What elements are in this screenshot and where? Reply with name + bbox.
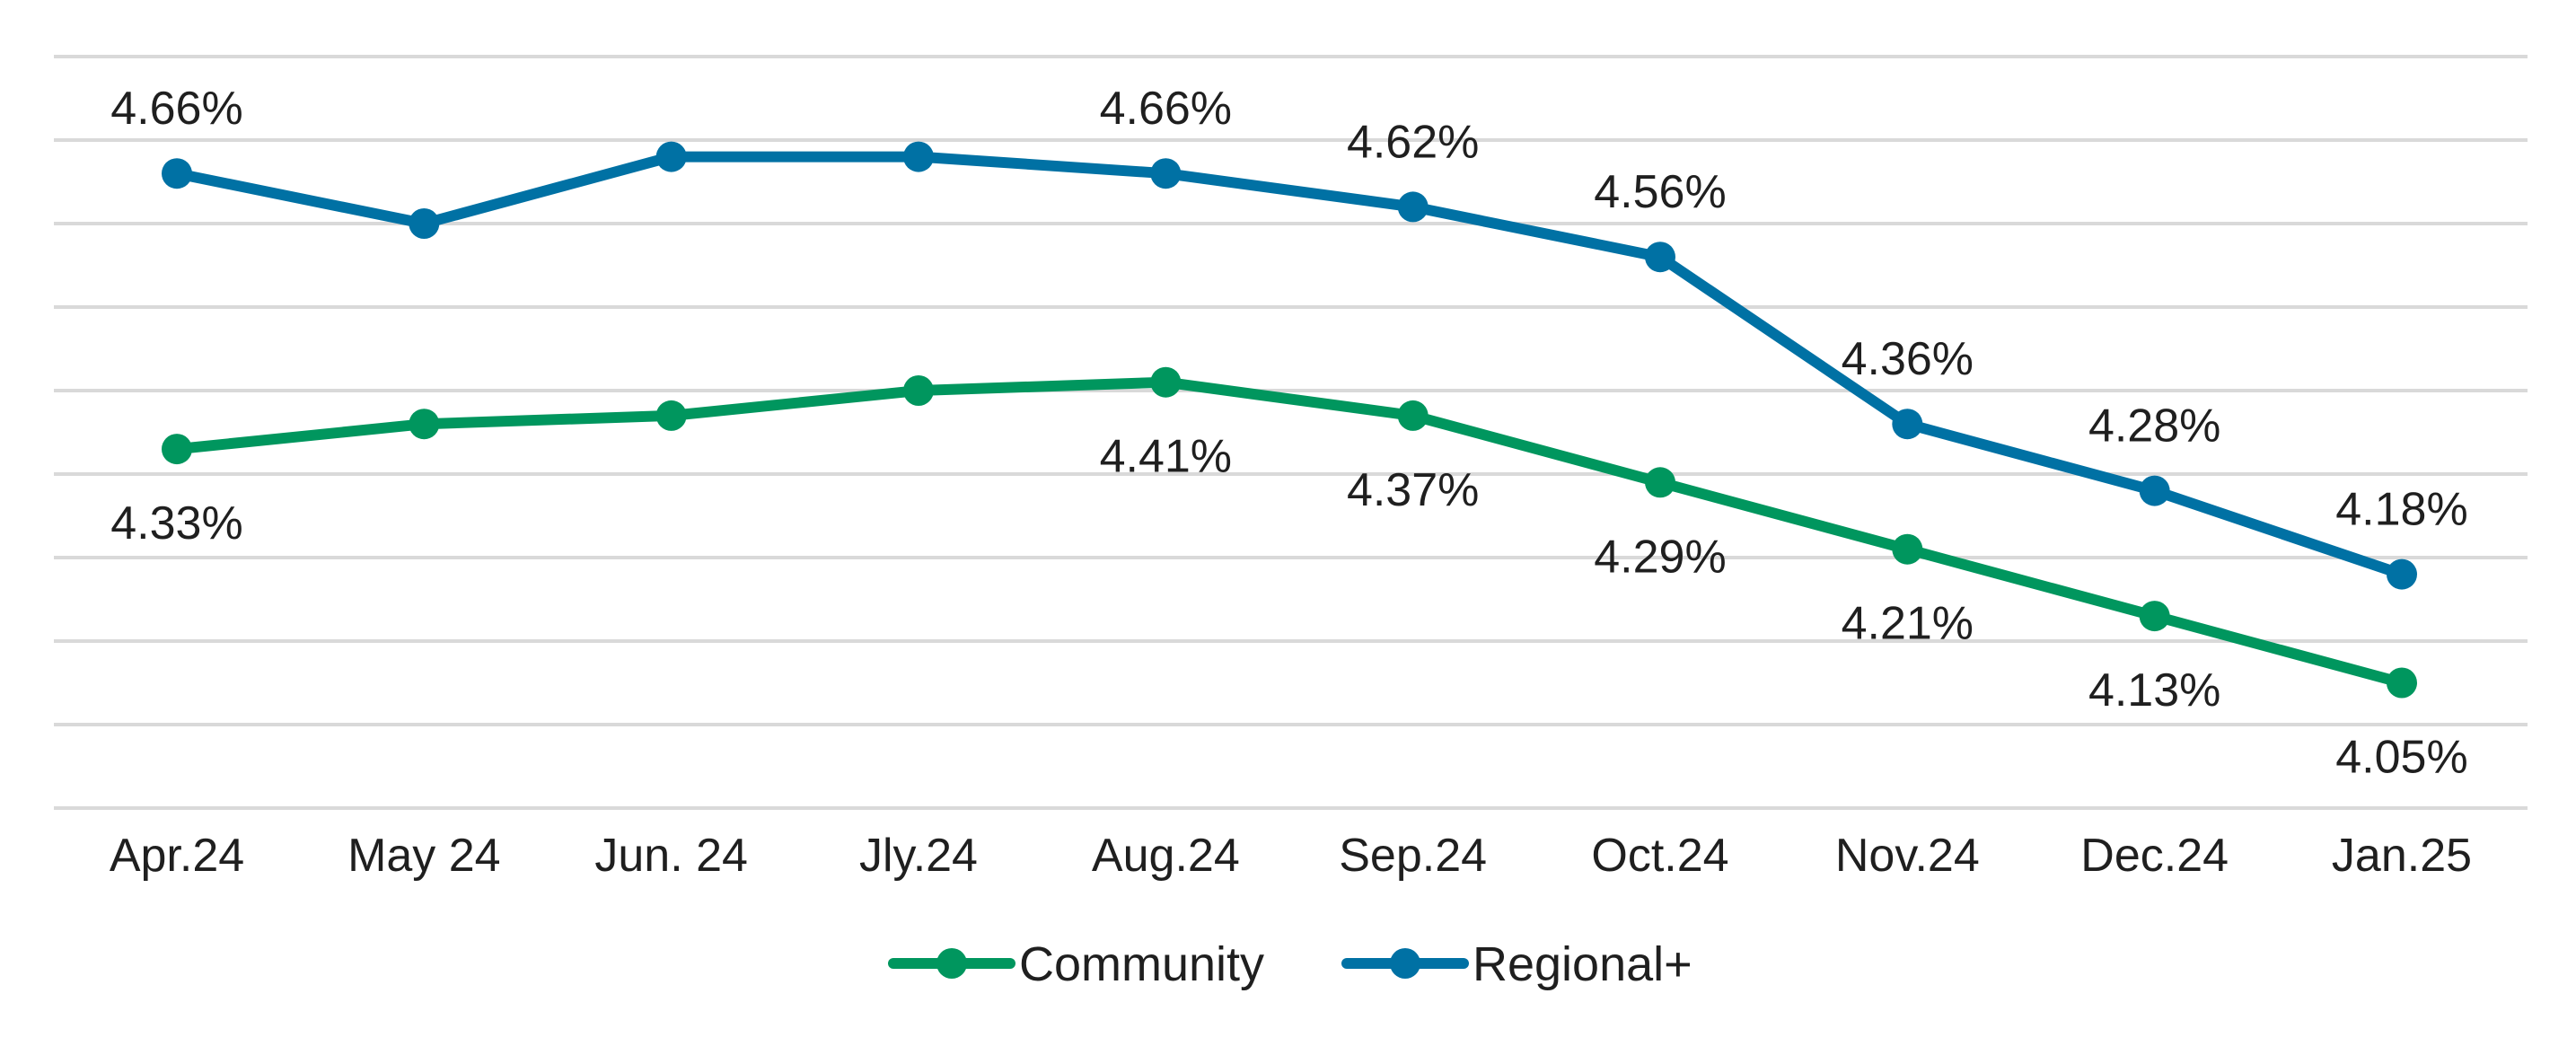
data-label: 4.21% bbox=[1842, 598, 1974, 650]
x-tick-label: Jun. 24 bbox=[594, 830, 748, 882]
data-label: 4.33% bbox=[110, 497, 242, 549]
data-label: 4.66% bbox=[110, 83, 242, 135]
data-point bbox=[2139, 601, 2170, 632]
data-point bbox=[1892, 409, 1923, 440]
data-point bbox=[655, 400, 687, 431]
data-label: 4.36% bbox=[1842, 333, 1974, 385]
legend-label: Community bbox=[1019, 937, 1264, 991]
series-line-regional bbox=[171, 151, 2407, 580]
data-point bbox=[1892, 533, 1923, 565]
gridlines bbox=[54, 55, 2528, 810]
x-tick-label: Oct.24 bbox=[1591, 830, 1728, 882]
x-tick-label: Apr.24 bbox=[110, 830, 244, 882]
x-tick-label: Jly.24 bbox=[859, 830, 978, 882]
x-tick-label: Aug.24 bbox=[1092, 830, 1240, 882]
data-point bbox=[2387, 667, 2417, 699]
data-point bbox=[1645, 242, 1675, 273]
data-label: 4.62% bbox=[1347, 116, 1479, 168]
x-tick-label: Jan.25 bbox=[2332, 830, 2472, 882]
data-label: 4.29% bbox=[1594, 531, 1726, 583]
x-tick-label: Nov.24 bbox=[1835, 830, 1980, 882]
data-label: 4.18% bbox=[2335, 484, 2467, 536]
data-point bbox=[655, 141, 687, 172]
data-label: 4.28% bbox=[2088, 400, 2220, 453]
data-point bbox=[1150, 366, 1182, 398]
data-point bbox=[2139, 475, 2170, 506]
data-labels: 4.66% 4.66% 4.62% 4.56% 4.36% 4.28% 4.18% 4.33%… bbox=[110, 83, 2467, 783]
series-group bbox=[162, 141, 2417, 699]
x-axis: Apr.24 May 24 Jun. 24 Jly.24 Aug.24 Sep.24 Oct… bbox=[110, 830, 2472, 882]
data-label: 4.37% bbox=[1347, 464, 1479, 516]
data-point bbox=[1150, 158, 1182, 189]
x-tick-label: May 24 bbox=[347, 830, 501, 882]
data-point bbox=[162, 434, 192, 465]
data-label: 4.13% bbox=[2088, 664, 2220, 717]
data-point bbox=[903, 141, 934, 172]
data-point bbox=[409, 409, 440, 440]
data-label: 4.66% bbox=[1100, 83, 1232, 135]
data-label: 4.41% bbox=[1100, 431, 1232, 483]
legend-swatch-marker bbox=[936, 948, 967, 979]
legend: Community Regional+ bbox=[888, 937, 1692, 991]
data-point bbox=[162, 158, 192, 189]
data-point bbox=[1397, 191, 1429, 223]
data-label: 4.56% bbox=[1594, 166, 1726, 218]
data-point bbox=[409, 208, 440, 239]
legend-label: Regional+ bbox=[1473, 937, 1692, 991]
x-tick-label: Dec.24 bbox=[2080, 830, 2229, 882]
series-line-community bbox=[171, 376, 2407, 689]
legend-swatch-marker bbox=[1390, 948, 1420, 979]
data-point bbox=[903, 375, 934, 406]
x-tick-label: Sep.24 bbox=[1339, 830, 1487, 882]
data-point bbox=[1645, 467, 1675, 498]
data-point bbox=[1397, 400, 1429, 431]
data-label: 4.05% bbox=[2335, 732, 2467, 784]
data-point bbox=[2387, 558, 2417, 590]
